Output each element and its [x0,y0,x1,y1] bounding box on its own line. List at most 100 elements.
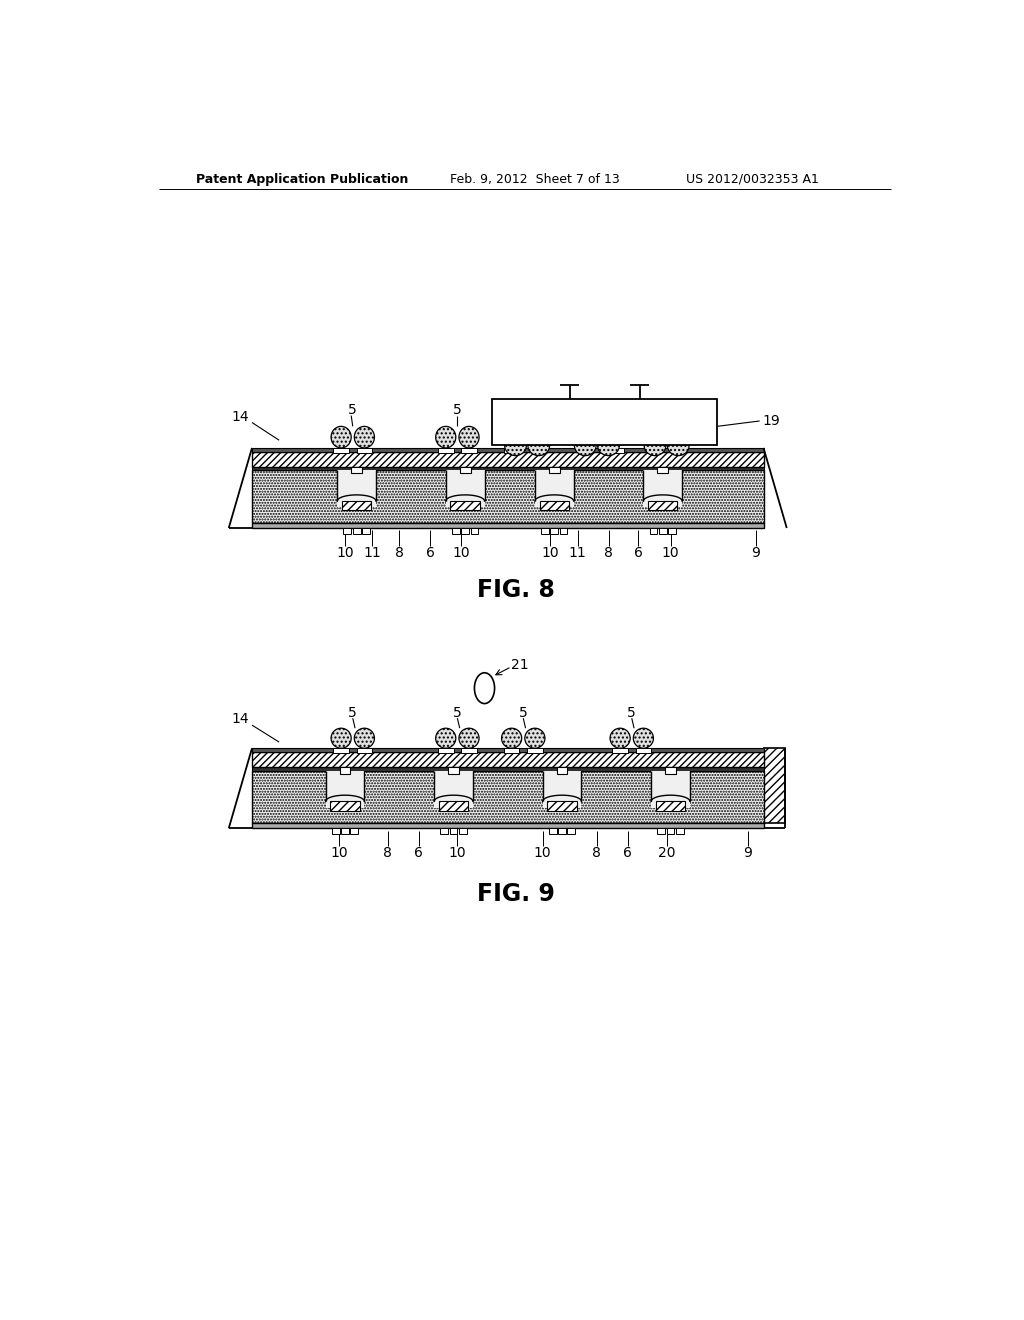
Ellipse shape [354,729,375,748]
Text: US 2012/0032353 A1: US 2012/0032353 A1 [686,173,819,186]
Ellipse shape [668,436,689,455]
Bar [252,767,764,771]
Bar [567,829,575,834]
Ellipse shape [502,729,521,748]
Bar [252,470,764,523]
Bar [252,523,764,528]
Bar [340,767,350,774]
Text: 8: 8 [395,545,403,560]
Bar [356,748,372,752]
Text: FIG. 8: FIG. 8 [476,578,554,602]
Bar [461,528,469,535]
Bar [547,801,577,810]
Bar [657,829,665,834]
Bar [352,528,360,535]
Bar [350,829,358,834]
Bar [252,748,764,752]
Ellipse shape [528,436,550,455]
Bar [535,470,573,507]
Bar [351,467,362,474]
Bar [557,767,567,774]
Text: 20: 20 [657,846,676,859]
Ellipse shape [354,426,375,447]
Bar [459,829,467,834]
Bar [665,767,676,774]
Bar [362,528,370,535]
Ellipse shape [435,426,456,447]
Bar [451,502,480,511]
Ellipse shape [459,426,479,447]
Text: 11: 11 [364,545,381,560]
Text: 5: 5 [453,706,462,719]
Bar [549,467,560,474]
Ellipse shape [574,436,596,455]
Bar [461,447,477,453]
Bar [450,829,458,834]
Bar [252,822,764,829]
Bar [504,748,519,752]
Ellipse shape [331,729,351,748]
Text: 10: 10 [662,545,679,560]
Bar [612,748,628,752]
Bar [667,829,675,834]
Text: 8: 8 [383,846,392,859]
Bar [252,752,764,767]
Text: 14: 14 [231,711,249,726]
Bar [438,801,468,810]
Text: 9: 9 [752,545,760,560]
Bar [764,748,785,822]
Text: 6: 6 [624,846,632,859]
Bar [493,399,717,445]
Text: 6: 6 [426,545,434,560]
Bar [540,502,569,511]
Bar [434,771,473,808]
Ellipse shape [331,426,351,447]
Bar [649,528,657,535]
Ellipse shape [598,436,620,455]
Bar [326,771,365,808]
Bar [342,502,372,511]
Bar [657,467,669,474]
Text: 10: 10 [330,846,347,859]
Bar [445,470,484,507]
Ellipse shape [524,729,545,748]
Ellipse shape [633,729,653,748]
Text: 10: 10 [449,846,466,859]
Text: 9: 9 [743,846,753,859]
Bar [337,470,376,507]
Bar [676,829,684,834]
Bar [449,767,459,774]
Text: 19: 19 [763,414,780,428]
Ellipse shape [644,436,666,455]
Bar [252,771,764,822]
Bar [471,528,478,535]
Ellipse shape [610,729,630,748]
Bar [549,829,557,834]
Bar [608,447,624,453]
Bar [452,528,460,535]
Text: 8: 8 [604,545,613,560]
Bar [669,528,676,535]
Text: 8: 8 [593,846,601,859]
Ellipse shape [505,436,526,455]
Bar [460,467,471,474]
Bar [438,447,454,453]
Bar [252,467,764,470]
Text: 10: 10 [336,545,354,560]
Text: 10: 10 [542,545,559,560]
Bar [504,447,519,453]
Text: 5: 5 [453,403,462,417]
Bar [655,801,685,810]
Bar [334,748,349,752]
Bar [527,748,543,752]
Bar [332,829,340,834]
Bar [341,829,349,834]
Bar [643,470,682,507]
Text: Patent Application Publication: Patent Application Publication [197,173,409,186]
Text: 14: 14 [231,411,249,424]
Bar [560,528,567,535]
Bar [331,801,359,810]
Bar [543,771,582,808]
Text: FIG. 9: FIG. 9 [476,882,554,906]
Bar [651,771,690,808]
